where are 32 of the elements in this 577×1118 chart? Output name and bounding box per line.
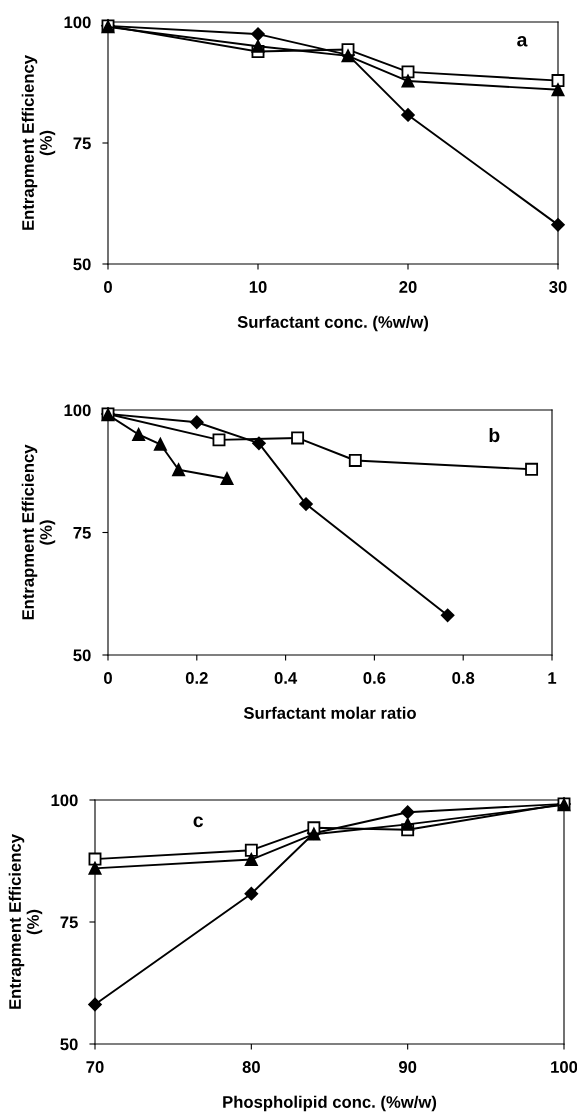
x-tick-label: 0 xyxy=(104,672,112,684)
x-tick-label: 30 xyxy=(549,281,567,293)
annotation: c xyxy=(193,816,204,828)
x-tick-label: 1 xyxy=(548,672,557,684)
y-tick-label: 75 xyxy=(60,916,78,929)
annotation: a xyxy=(517,35,528,47)
x-tick-label: 0 xyxy=(104,281,112,293)
x-axis-title: Surfactant conc. (%w/w) xyxy=(237,315,429,332)
y-tick-label: 50 xyxy=(60,1038,78,1051)
y-tick-label: 75 xyxy=(73,527,91,539)
x-tick-label: 0.4 xyxy=(274,672,298,684)
x-axis-title: Phospholipid conc. (%w/w) xyxy=(223,1095,437,1112)
x-tick-label: 20 xyxy=(399,281,417,293)
x-tick-label: 0.6 xyxy=(363,672,386,684)
y-axis-title: Entrapment Efficiency (%) xyxy=(8,834,43,1009)
x-tick-label: 90 xyxy=(398,1061,417,1073)
y-tick-label: 100 xyxy=(64,16,91,29)
y-tick-label: 75 xyxy=(73,137,91,150)
x-tick-label: 0.2 xyxy=(185,672,208,684)
y-tick-label: 50 xyxy=(73,258,91,271)
y-tick-label: 50 xyxy=(73,649,91,662)
x-tick-label: 80 xyxy=(242,1061,260,1073)
y-axis-title: Entrapment Efficiency (%) xyxy=(21,444,56,620)
x-tick-label: 0.8 xyxy=(452,672,475,684)
y-axis-title: Entrapment Efficiency (%) xyxy=(21,55,56,230)
x-tick-label: 100 xyxy=(551,1061,577,1073)
y-tick-label: 100 xyxy=(64,404,91,417)
x-axis-title: Surfactant molar ratio xyxy=(243,706,416,719)
x-tick-label: 10 xyxy=(249,281,267,293)
annotation: b xyxy=(489,427,500,443)
x-tick-label: 70 xyxy=(86,1061,104,1073)
y-tick-label: 100 xyxy=(51,794,78,807)
